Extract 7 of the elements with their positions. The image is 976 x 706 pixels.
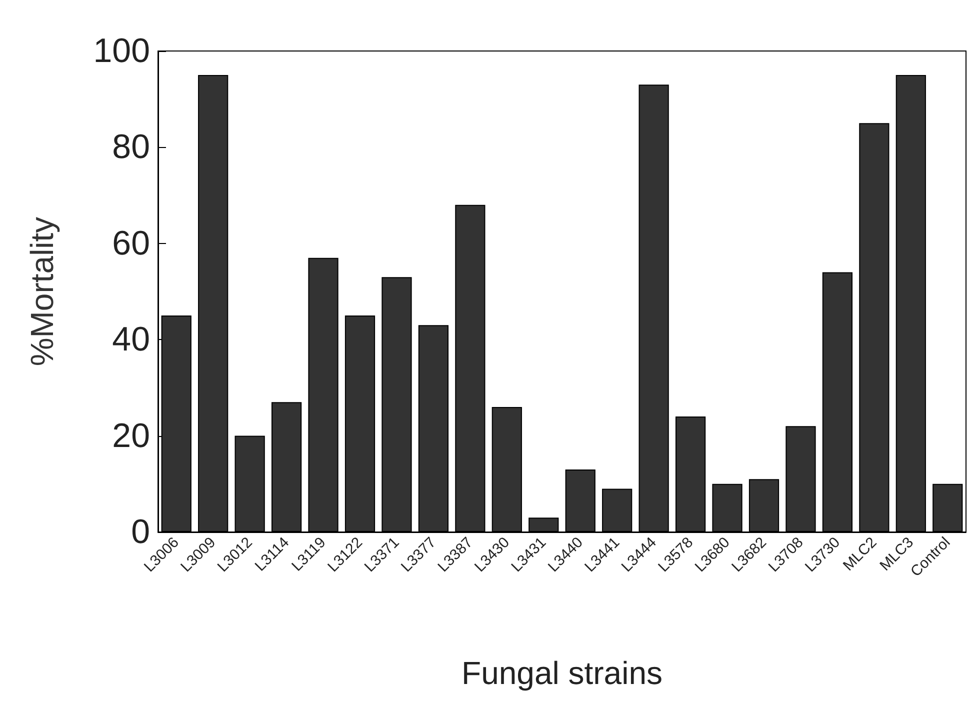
y-tick-label: 100: [93, 32, 150, 70]
y-tick-label: 20: [112, 416, 150, 455]
y-tick-label: 80: [112, 128, 150, 166]
y-axis-title: %Mortality: [24, 216, 60, 366]
y-tick-label: 40: [112, 320, 150, 359]
x-axis-title: Fungal strains: [462, 655, 662, 691]
y-tick-label: 60: [112, 224, 150, 262]
